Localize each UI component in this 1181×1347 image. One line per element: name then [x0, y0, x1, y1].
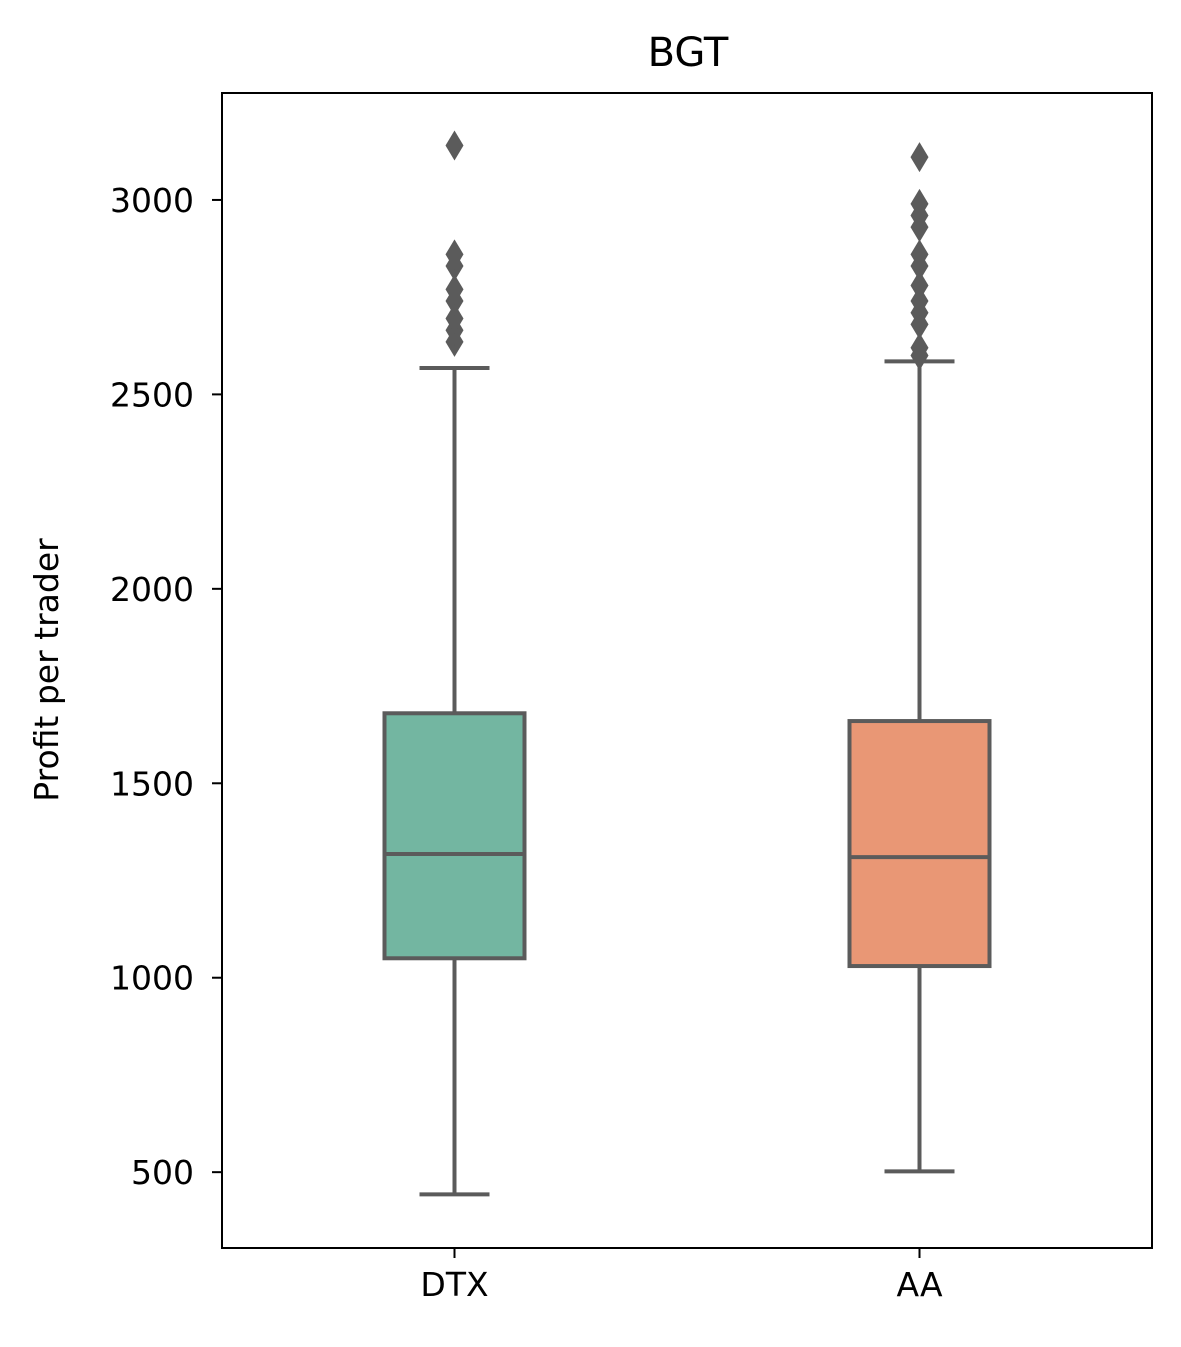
y-tick-label: 2500 — [110, 375, 194, 414]
y-axis-label: Profit per trader — [27, 538, 66, 802]
y-tick-label: 2000 — [110, 570, 194, 609]
y-tick-label: 500 — [131, 1153, 194, 1192]
y-axis: 500 1000 1500 2000 2500 3000 — [110, 181, 222, 1192]
outlier-point — [910, 332, 929, 363]
x-tick-label: DTX — [420, 1265, 488, 1304]
box-series — [382, 130, 992, 1197]
box-iqr — [382, 711, 527, 961]
outlier-point — [910, 239, 929, 270]
outlier-point — [445, 274, 464, 305]
y-tick-label: 1500 — [110, 764, 194, 803]
plot-frame — [221, 92, 1153, 1249]
box-aa — [847, 142, 992, 1174]
box-iqr — [847, 719, 992, 969]
outlier-point — [445, 303, 464, 334]
chart-title: BGT — [648, 30, 729, 76]
y-tick-label: 3000 — [110, 181, 194, 220]
outlier-point — [910, 270, 929, 301]
y-tick-label: 1000 — [110, 959, 194, 998]
outlier-point — [910, 142, 929, 173]
box-dtx — [382, 130, 527, 1197]
outlier-point — [910, 188, 929, 219]
x-axis: DTX AA — [420, 1248, 943, 1304]
x-tick-label: AA — [896, 1265, 942, 1304]
outlier-point — [445, 130, 464, 161]
outlier-point — [445, 239, 464, 270]
outlier-point — [910, 286, 929, 317]
